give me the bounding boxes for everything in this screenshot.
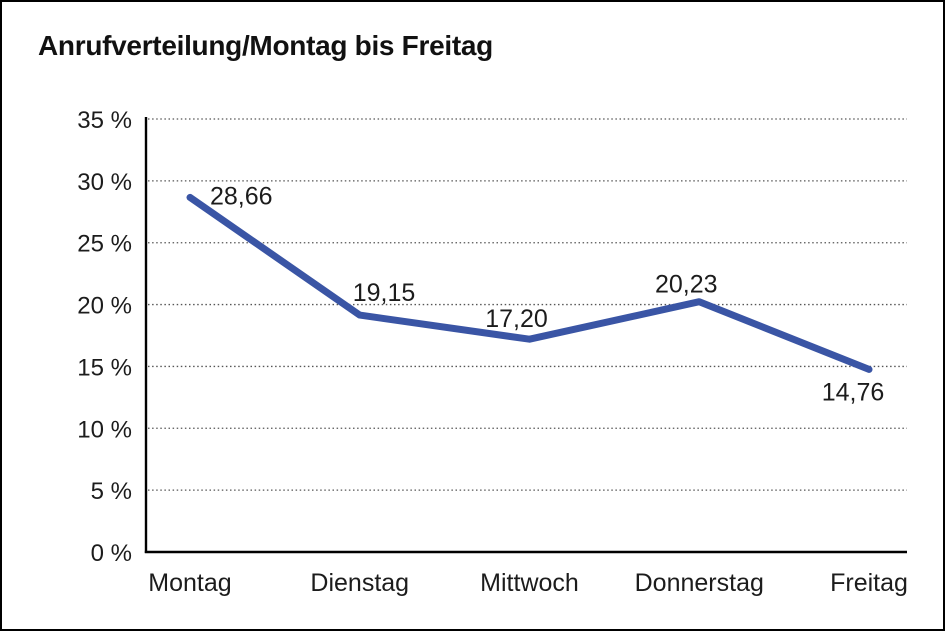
y-tick-label: 10 % <box>77 416 132 443</box>
x-category-label: Dienstag <box>310 569 409 597</box>
y-tick-label: 20 % <box>77 293 132 320</box>
y-tick-label: 5 % <box>91 478 132 505</box>
axes <box>144 117 907 554</box>
data-point-label: 14,76 <box>822 378 885 406</box>
data-point-label: 28,66 <box>210 182 273 210</box>
x-category-label: Freitag <box>830 569 908 597</box>
x-category-label: Montag <box>148 569 231 597</box>
y-tick-label: 35 % <box>77 107 132 134</box>
data-point-label: 20,23 <box>655 271 718 299</box>
data-labels: 28,66 19,15 17,20 20,23 14,76 <box>210 182 884 406</box>
y-tick-label: 25 % <box>77 231 132 258</box>
x-category-label: Mittwoch <box>480 569 579 597</box>
y-axis-labels: 0 % 5 % 10 % 15 % 20 % 25 % 30 % 35 % <box>77 107 132 567</box>
data-point-label: 17,20 <box>485 305 548 333</box>
series-line <box>186 193 873 373</box>
x-axis-labels: Montag Dienstag Mittwoch Donnerstag Freitag <box>148 569 908 597</box>
data-point-label: 19,15 <box>353 279 416 307</box>
chart-title: Anrufverteilung/Montag bis Freitag <box>38 30 493 61</box>
y-tick-label: 0 % <box>91 540 132 567</box>
gridlines <box>148 118 907 491</box>
x-category-label: Donnerstag <box>635 569 764 597</box>
y-tick-label: 15 % <box>77 354 132 381</box>
series-line-group <box>186 193 873 373</box>
y-tick-label: 30 % <box>77 169 132 196</box>
